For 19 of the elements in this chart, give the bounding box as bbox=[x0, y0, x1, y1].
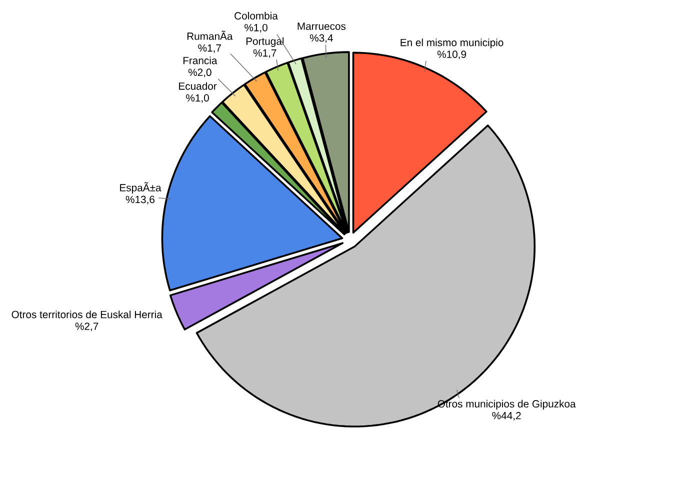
slice-label: En el mismo municipio bbox=[400, 38, 504, 48]
slice-label: Ecuador bbox=[179, 82, 217, 90]
data-label: %1,7 bbox=[253, 49, 276, 58]
data-label: %1,7 bbox=[198, 44, 221, 53]
data-label: %44,2 bbox=[492, 412, 521, 420]
slice-label: Marruecos bbox=[298, 22, 346, 30]
slice-label: RumanÃa bbox=[187, 30, 233, 40]
data-label: %2,7 bbox=[75, 322, 98, 332]
data-label: %2,0 bbox=[188, 68, 212, 78]
data-label: %3,4 bbox=[310, 34, 333, 43]
data-label: %13,6 bbox=[126, 196, 154, 204]
data-label: %10,9 bbox=[437, 50, 466, 60]
slice-label: Portugal bbox=[246, 37, 284, 47]
slice-label: Otros territorios de Euskal Herria bbox=[12, 310, 162, 318]
data-label: %1,0 bbox=[186, 94, 209, 103]
data-label: %1,0 bbox=[244, 24, 268, 33]
slice-label: EspaÃ±a bbox=[120, 182, 162, 194]
slice-label: Colombia bbox=[234, 12, 278, 20]
slice-label: Francia bbox=[183, 56, 218, 64]
